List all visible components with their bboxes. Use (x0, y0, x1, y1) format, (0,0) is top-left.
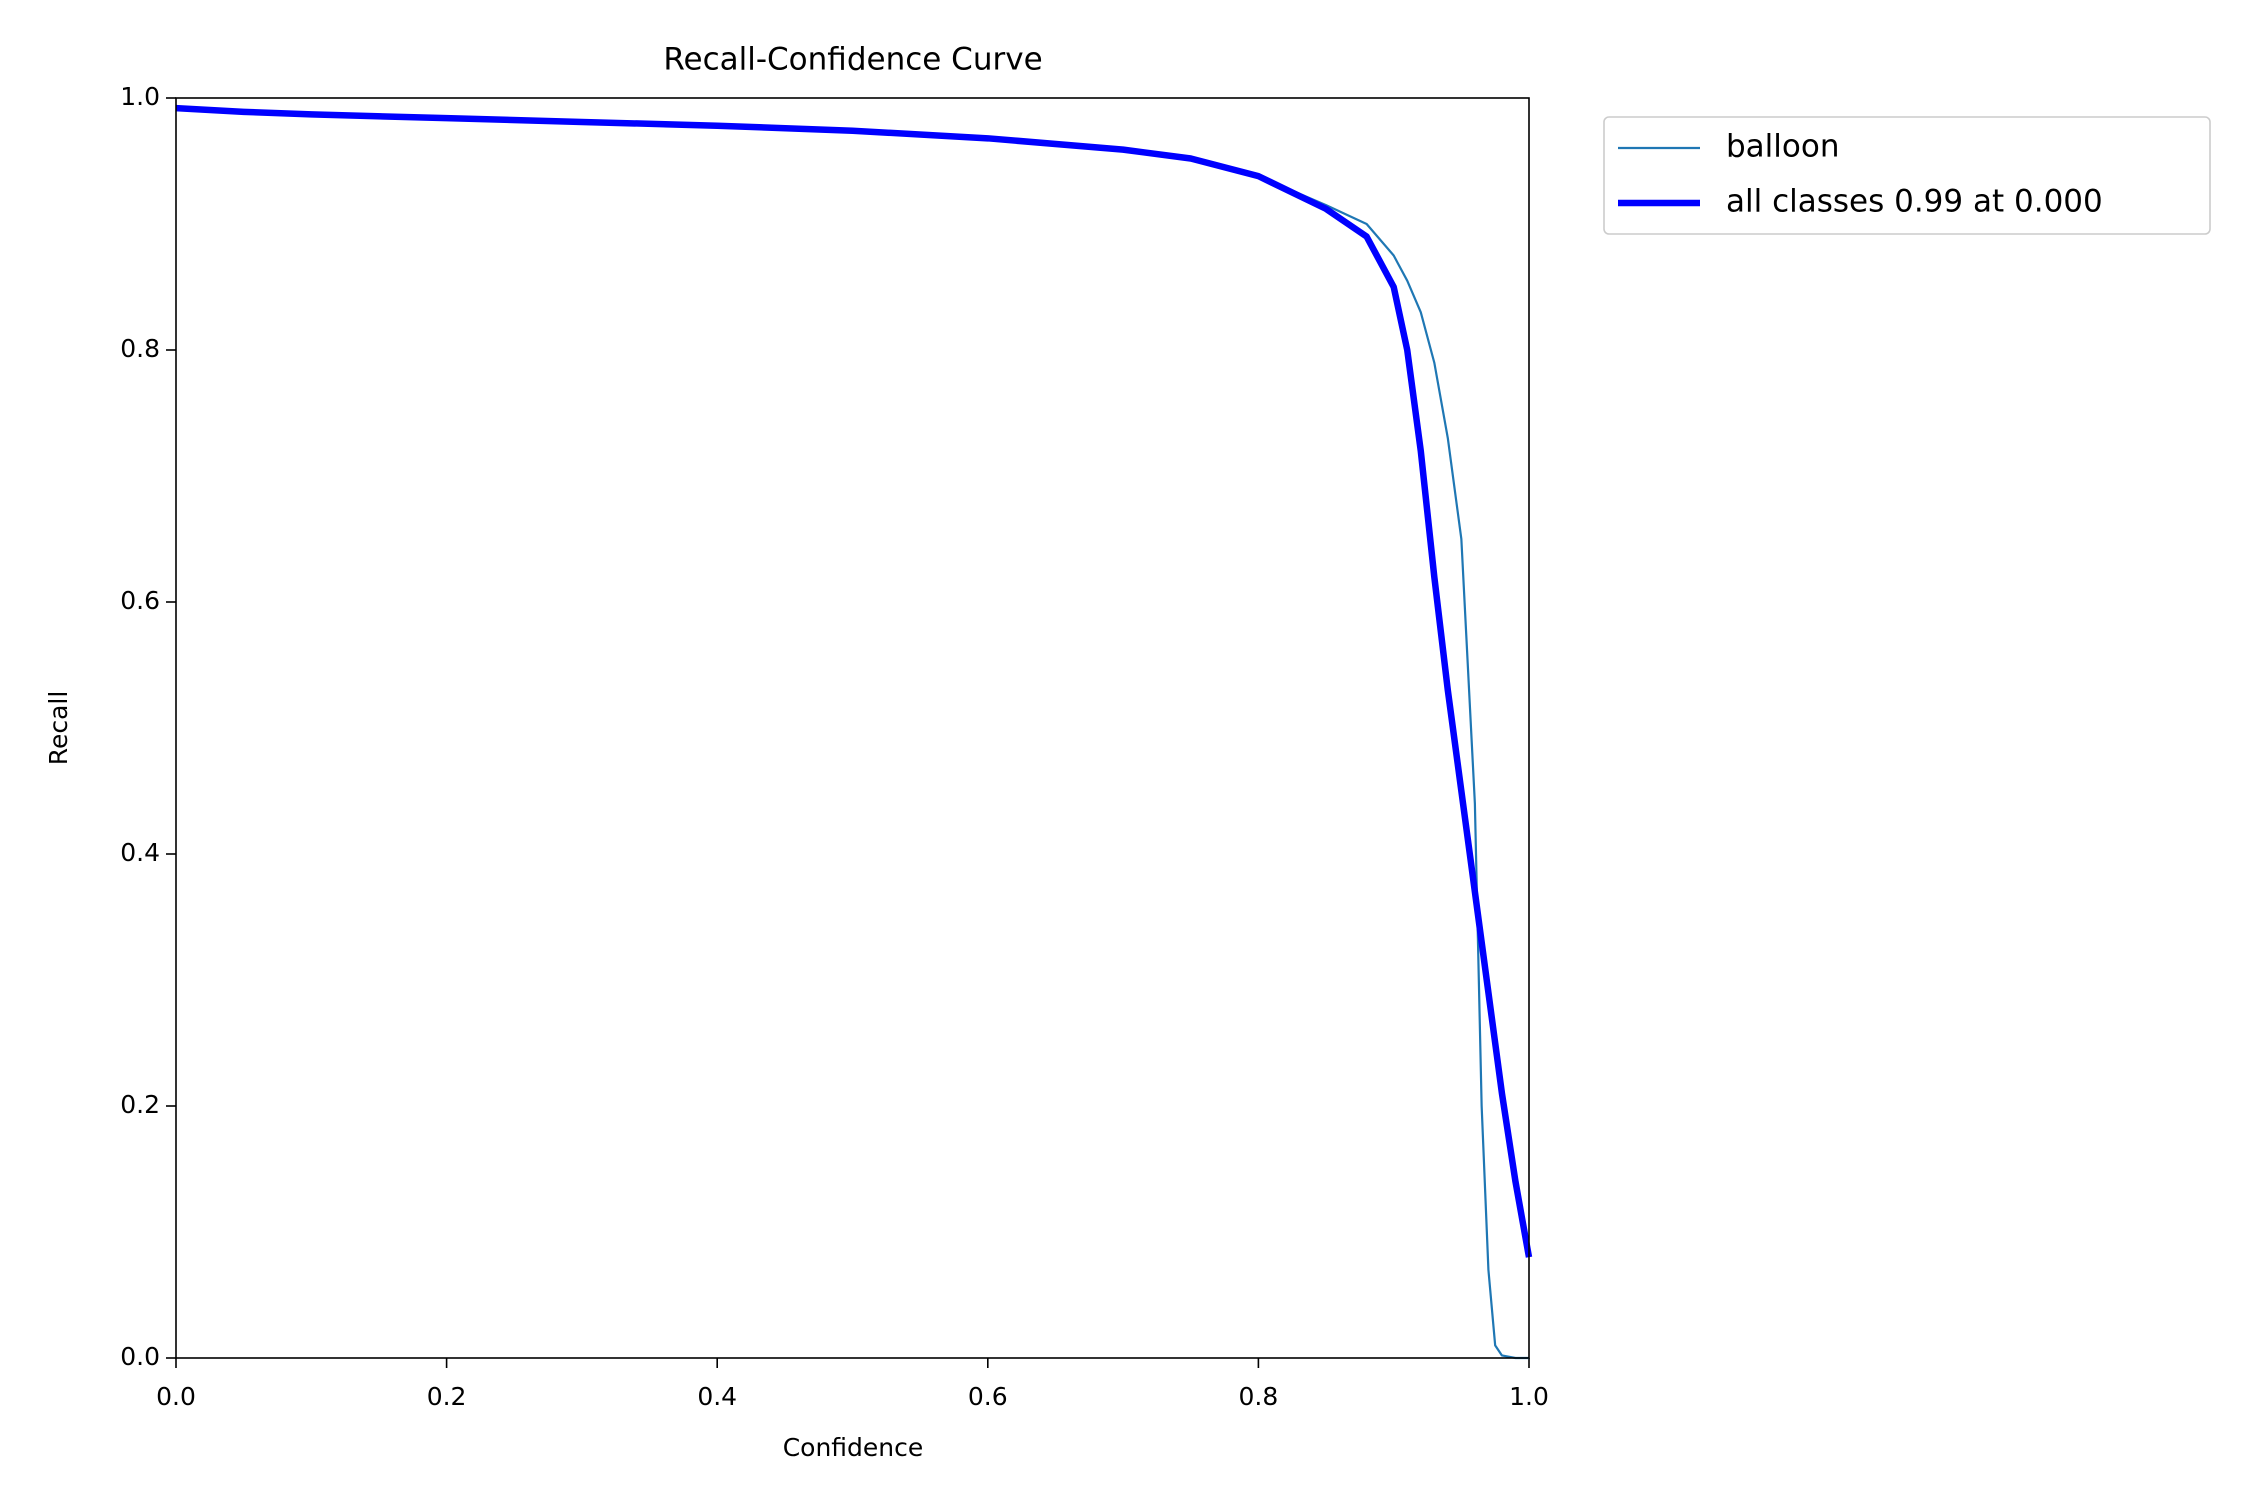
line-series (175, 104, 1533, 1258)
x-axis-label: Confidence (783, 1433, 924, 1462)
chart-title: Recall-Confidence Curve (663, 42, 1042, 78)
y-axis-label: Recall (44, 691, 73, 766)
y-tick-label: 0.4 (120, 838, 160, 867)
x-tick-label: 0.4 (697, 1382, 737, 1411)
x-tick-label: 0.6 (968, 1382, 1008, 1411)
legend-box (1603, 116, 2211, 235)
y-tick-label: 1.0 (120, 82, 160, 111)
y-tick-label: 0.0 (120, 1342, 160, 1371)
x-tick-label: 0.0 (156, 1382, 196, 1411)
y-tick-label: 0.2 (120, 1090, 160, 1119)
y-tick-label: 0.8 (120, 334, 160, 363)
legend-label: all classes 0.99 at 0.000 (1726, 184, 2103, 220)
x-tick-label: 0.2 (427, 1382, 467, 1411)
x-tick-label: 1.0 (1509, 1382, 1549, 1411)
x-tick-label: 0.8 (1239, 1382, 1279, 1411)
plot-frame (175, 97, 1530, 1359)
legend-label: balloon (1726, 129, 1839, 165)
y-tick-label: 0.6 (120, 586, 160, 615)
